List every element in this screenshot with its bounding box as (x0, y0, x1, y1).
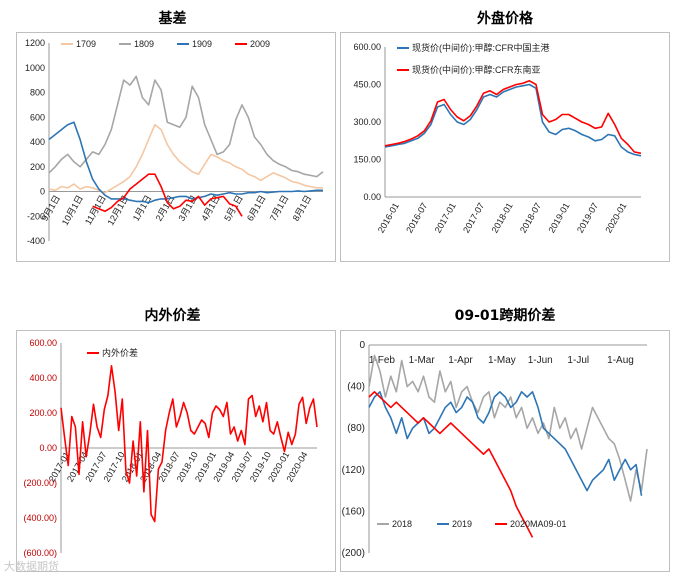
x-tick-label: 6月1日 (245, 194, 268, 223)
y-tick-label: (160) (342, 506, 365, 517)
series-line-1709 (48, 123, 323, 194)
x-tick-label: 1月1日 (131, 194, 154, 223)
series-line-现货价(中间价):甲醇:CFR中国主港 (384, 83, 642, 157)
chart-inner-outer-spread: 600.00 400.00 200.00 0.00 (200.00) (400.00) (6… (16, 330, 336, 572)
chart-title-calendar-spread: 09-01跨期价差 (454, 308, 556, 324)
x-tick-label: 10月1日 (60, 194, 85, 228)
x-tick-label: 1-May (488, 355, 516, 366)
y-tick-label: 600 (30, 112, 45, 122)
y-tick-label: 400.00 (29, 373, 57, 383)
legend-label: 1709 (76, 39, 96, 49)
chart-foreign-price: 600.00 450.00 300.00 150.00 0.00 2016-01 2016-… (340, 32, 670, 262)
y-tick-label: 150.00 (353, 155, 381, 165)
y-tick-label: -200 (27, 211, 45, 221)
y-tick-label: (400.00) (23, 513, 57, 523)
chart-basis-svg: 1200 1000 800 600 400 200 0 -200 -400 9月1日10月1日11… (25, 38, 324, 246)
series-line-2019 (368, 391, 643, 496)
chart-calendar-spread-svg: 0 (40) (80) (120) (160) (200) 1-Feb 1-Mar 1-Apr 1… (342, 340, 648, 559)
legend-label: 内外价差 (102, 347, 138, 358)
series-line-现货价(中间价):甲醇:CFR东南亚 (384, 80, 642, 155)
y-tick-label: 1200 (25, 38, 45, 48)
y-tick-label: (120) (342, 465, 365, 476)
y-tick-label: 450.00 (353, 80, 381, 90)
x-tick-label: 8月1日 (291, 194, 314, 223)
y-tick-label: (600.00) (23, 548, 57, 558)
y-tick-label: 1000 (25, 63, 45, 73)
legend-label: 2019 (452, 519, 472, 529)
legend-label: 2020MA09-01 (510, 519, 567, 529)
x-tick-label: 2017-07 (461, 201, 486, 235)
x-tick-label: 2018-07 (518, 201, 543, 235)
y-tick-label: 0.00 (363, 192, 381, 202)
chart-inner-outer-spread-svg: 600.00 400.00 200.00 0.00 (200.00) (400.00) (6… (23, 338, 318, 558)
x-tick-label: 11月1日 (83, 194, 108, 227)
legend-label: 现货价(中间价):甲醇:CFR中国主港 (412, 42, 550, 53)
y-tick-label: 300.00 (353, 117, 381, 127)
x-tick-label: 1-Feb (369, 355, 396, 366)
chart-title-foreign-price: 外盘价格 (477, 11, 533, 27)
x-tick-label: 2016-07 (404, 201, 429, 235)
x-tick-label: 2020-01 (603, 201, 628, 235)
series-line-1809 (48, 75, 324, 178)
y-tick-label: 600.00 (353, 42, 381, 52)
chart-basis: 1200 1000 800 600 400 200 0 -200 -400 9月1日 10月1日 11… (16, 32, 336, 262)
y-tick-label: 400 (30, 137, 45, 147)
y-tick-label: (200) (342, 548, 365, 559)
series-line-2018 (368, 354, 648, 502)
x-tick-label: 2016-01 (376, 201, 401, 235)
x-tick-label: 1-Apr (448, 355, 473, 366)
y-tick-label: 0.00 (39, 443, 57, 453)
chart-title-inner-outer-spread: 内外价差 (144, 308, 201, 324)
y-tick-label: 800 (30, 88, 45, 98)
series-line-2009 (92, 173, 243, 217)
x-tick-label: 2018-01 (490, 201, 515, 235)
legend-label: 1809 (134, 39, 154, 49)
x-tick-label: 9月1日 (39, 194, 62, 223)
series-line-内外价差 (60, 365, 318, 523)
y-tick-label: 0 (40, 187, 45, 197)
x-tick-label: 2017-01 (433, 201, 458, 235)
series-line-2020MA09-01 (368, 391, 534, 538)
x-tick-label: 2019-07 (575, 201, 600, 235)
y-tick-label: (80) (347, 423, 365, 434)
x-tick-label: 7月1日 (268, 194, 291, 223)
y-tick-label: 600.00 (29, 338, 57, 348)
y-tick-label: (200.00) (23, 478, 57, 488)
legend-label: 2018 (392, 519, 412, 529)
legend-label: 现货价(中间价):甲醇:CFR东南亚 (412, 64, 541, 75)
chart-title-basis: 基差 (158, 11, 187, 27)
x-tick-label: 1-Jun (528, 355, 553, 366)
y-tick-label: -400 (27, 236, 45, 246)
x-tick-label: 1-Aug (607, 355, 634, 366)
y-tick-label: 200.00 (29, 408, 57, 418)
y-tick-label: (40) (347, 382, 365, 393)
x-tick-label: 1-Jul (567, 355, 589, 366)
chart-calendar-spread: 0 (40) (80) (120) (160) (200) 1-Feb 1-Mar 1-Apr 1… (340, 330, 670, 572)
y-tick-label: 0 (359, 340, 365, 351)
x-tick-label: 1-Mar (409, 355, 436, 366)
legend-label: 2009 (250, 39, 270, 49)
legend-label: 1909 (192, 39, 212, 49)
y-tick-label: 200 (30, 162, 45, 172)
watermark-text: 大数据期货 (4, 560, 59, 573)
series-line-1909 (48, 121, 323, 204)
x-tick-label: 2019-01 (546, 201, 571, 235)
